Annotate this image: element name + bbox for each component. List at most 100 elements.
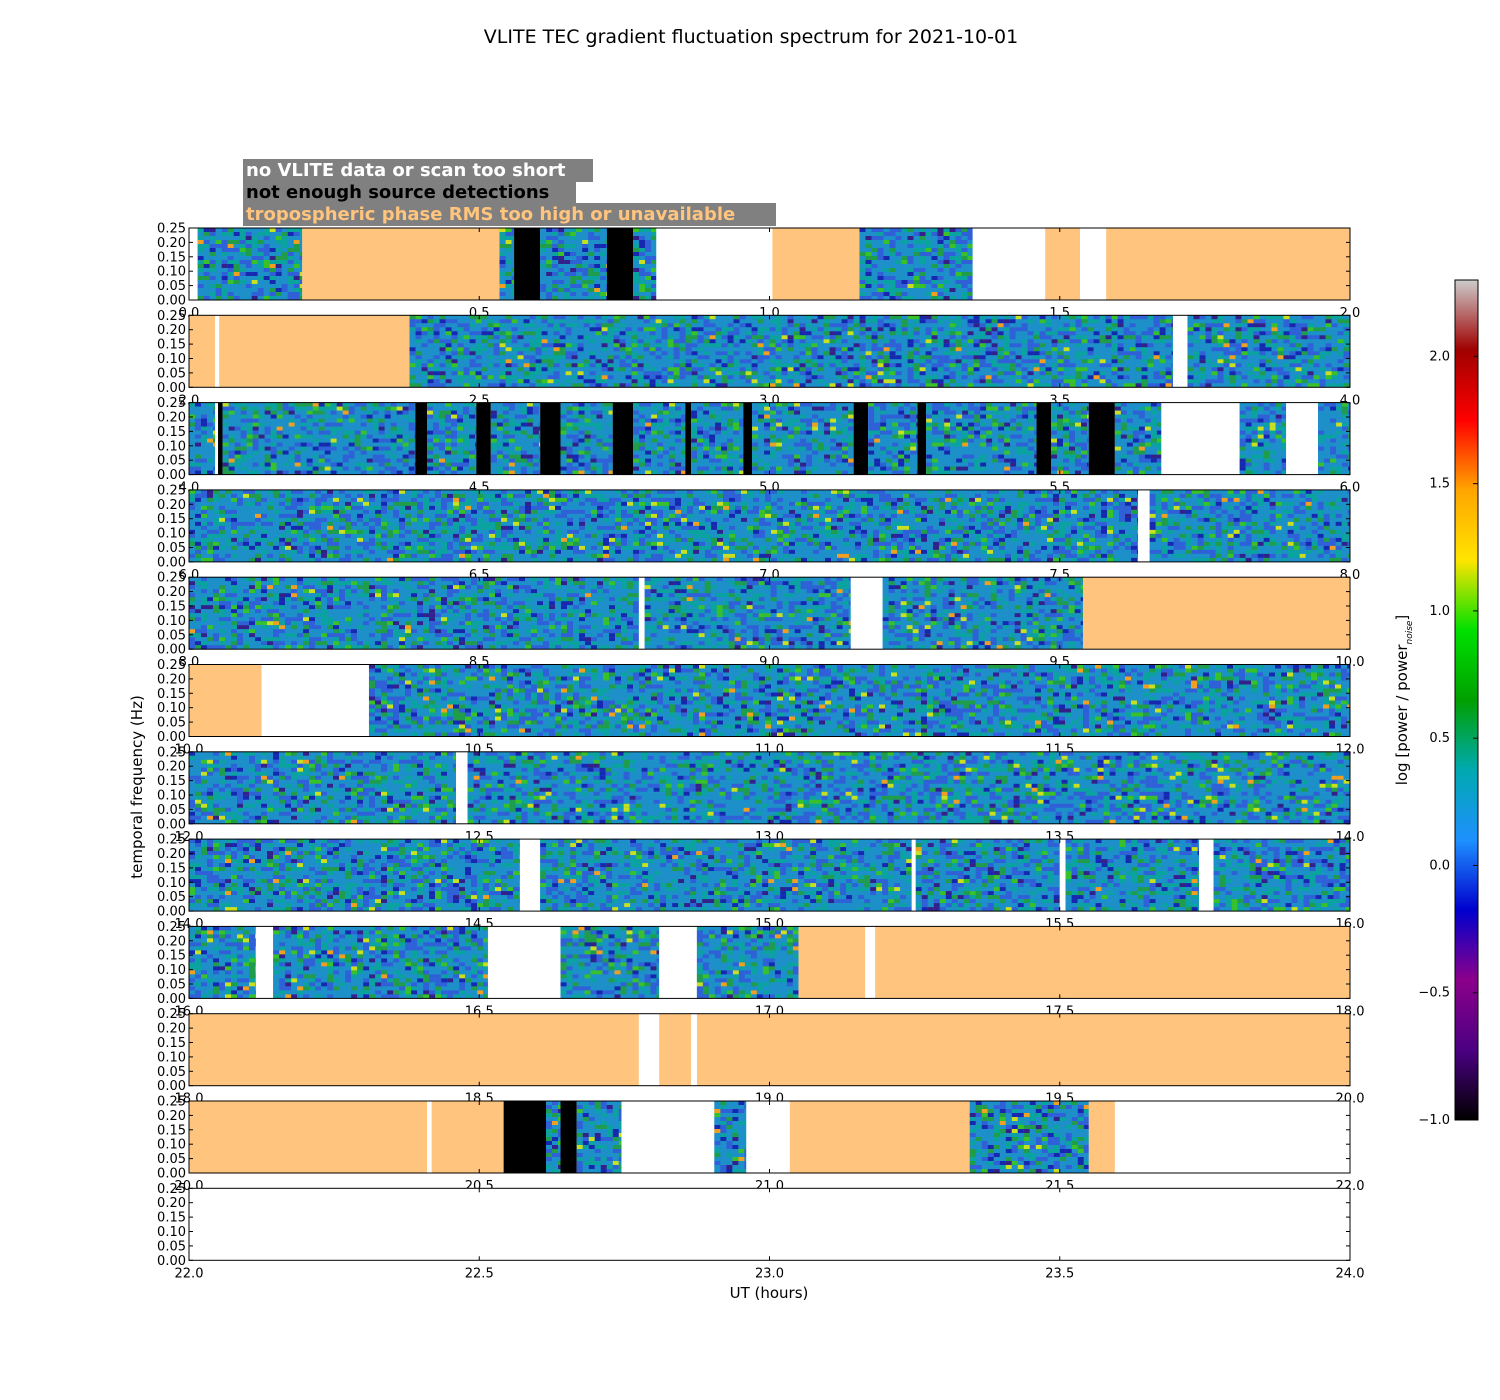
x-tick-label: 23.5 <box>1045 1266 1074 1281</box>
segment-nodet <box>218 403 223 475</box>
data-segment <box>468 752 1350 824</box>
data-segment <box>926 403 1036 475</box>
colorbar-tick-label: −0.5 <box>1418 986 1450 1001</box>
segment-nodata <box>189 228 198 300</box>
data-segment <box>970 1101 1089 1173</box>
segment-nodet <box>504 1101 546 1173</box>
data-segment <box>273 926 488 998</box>
colorbar-tick-label: 0.5 <box>1429 731 1450 746</box>
segment-nodata <box>215 403 218 475</box>
y-tick-label: 0.05 <box>157 1065 186 1080</box>
colorbar-tick-label: −1.0 <box>1418 1113 1450 1128</box>
y-tick-label: 0.25 <box>157 309 186 324</box>
segment-nodata <box>262 665 369 737</box>
y-tick-label: 0.10 <box>157 614 186 629</box>
x-axis-label: UT (hours) <box>730 1284 809 1302</box>
y-tick-label: 0.20 <box>157 1196 186 1211</box>
segment-nodata <box>215 315 219 387</box>
y-tick-label: 0.05 <box>157 978 186 993</box>
segment-tropo <box>772 228 859 300</box>
data-segment <box>189 403 215 475</box>
data-segment <box>691 403 743 475</box>
data-segment <box>697 926 799 998</box>
data-segment <box>714 1101 746 1173</box>
segment-nodet <box>854 403 869 475</box>
y-tick-label: 0.10 <box>157 789 186 804</box>
segment-tropo <box>189 665 262 737</box>
x-tick-label: 22.5 <box>465 1266 494 1281</box>
segment-nodet <box>1037 403 1052 475</box>
legend-nodet-label: not enough source detections <box>246 182 549 203</box>
data-segment <box>561 926 660 998</box>
y-tick-label: 0.10 <box>157 352 186 367</box>
data-segment <box>859 228 972 300</box>
data-segment <box>1051 403 1089 475</box>
data-segment <box>540 228 607 300</box>
data-segment <box>633 403 685 475</box>
segment-nodata <box>851 577 883 649</box>
colorbar-tick-label: 0.0 <box>1429 858 1450 873</box>
data-segment <box>645 577 851 649</box>
x-tick-label: 22.0 <box>175 1266 204 1281</box>
y-tick-label: 0.05 <box>157 454 186 469</box>
data-segment <box>1066 839 1200 911</box>
y-tick-label: 0.15 <box>157 687 186 702</box>
y-tick-label: 0.10 <box>157 963 186 978</box>
data-segment <box>189 752 456 824</box>
colorbar: −1.0−0.50.00.51.01.52.0 log [power / pow… <box>1393 280 1478 1128</box>
y-tick-label: 0.15 <box>157 1036 186 1051</box>
y-tick-label: 0.20 <box>157 847 186 862</box>
y-tick-label: 0.20 <box>157 934 186 949</box>
y-tick-label: 0.20 <box>157 236 186 251</box>
y-tick-label: 0.25 <box>157 1095 186 1110</box>
data-segment <box>369 665 1350 737</box>
panel-4: 0.000.050.100.150.200.258.0 8.5 9.0 9.5 10.0 <box>157 571 1364 671</box>
segment-tropo <box>189 315 215 387</box>
data-segment <box>561 403 613 475</box>
segment-tropo <box>432 1101 504 1173</box>
data-segment <box>1214 839 1350 911</box>
segment-tropo <box>1083 577 1350 649</box>
segment-nodata <box>456 752 468 824</box>
data-segment <box>189 926 256 998</box>
segment-tropo <box>1045 228 1080 300</box>
data-segment <box>540 839 912 911</box>
y-tick-label: 0.10 <box>157 701 186 716</box>
panel-2: 0.000.050.100.150.200.254.0 4.5 5.0 5.5 6.0 <box>157 396 1360 496</box>
y-tick-label: 0.10 <box>157 1225 186 1240</box>
data-segment <box>198 228 303 300</box>
y-tick-label: 0.15 <box>157 861 186 876</box>
y-tick-label: 0.20 <box>157 1022 186 1037</box>
data-segment <box>868 403 917 475</box>
y-tick-label: 0.25 <box>157 571 186 586</box>
segment-tropo <box>697 1014 1350 1086</box>
segment-nodata <box>1286 403 1318 475</box>
segment-nodata <box>1199 839 1214 911</box>
segment-nodata <box>639 1014 659 1086</box>
segment-nodet <box>540 403 560 475</box>
y-tick-label: 0.25 <box>157 658 186 673</box>
x-tick-label: 23.0 <box>755 1266 784 1281</box>
data-segment <box>189 577 639 649</box>
data-segment <box>491 403 540 475</box>
data-segment <box>633 228 656 300</box>
y-tick-label: 0.05 <box>157 1239 186 1254</box>
segment-nodata <box>520 839 540 911</box>
segment-nodata <box>1173 315 1188 387</box>
segment-tropo <box>799 926 866 998</box>
data-segment <box>1115 403 1161 475</box>
colorbar-bar <box>1455 280 1478 1120</box>
segment-nodet <box>561 1101 577 1173</box>
segment-nodata <box>1060 839 1066 911</box>
segment-tropo <box>1106 228 1350 300</box>
colorbar-label-main: log [power / power <box>1393 644 1411 786</box>
y-axis-label: temporal frequency (Hz) <box>128 695 146 879</box>
legend-nodata-label: no VLITE data or scan too short <box>246 160 566 181</box>
y-tick-label: 0.10 <box>157 876 186 891</box>
segment-nodata <box>746 1101 790 1173</box>
segment-nodata <box>1080 228 1106 300</box>
